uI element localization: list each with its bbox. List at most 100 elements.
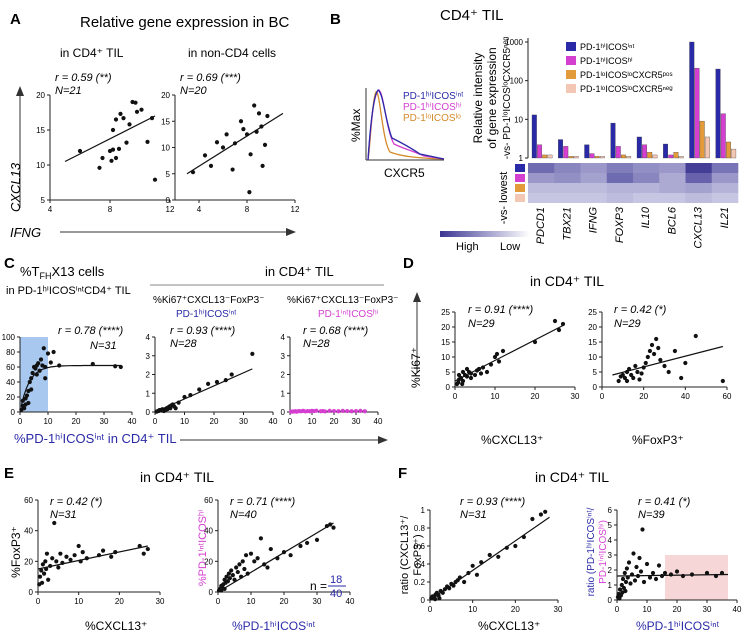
- data-point: [532, 339, 538, 345]
- heatmap-cell: [528, 193, 555, 203]
- panel-c-mid-title: %Ki67⁺CXCL13⁻FoxP3⁻: [153, 295, 264, 306]
- data-point: [496, 359, 502, 364]
- data-point: [624, 378, 630, 384]
- data-point: [456, 380, 461, 385]
- x-tick-label: 10: [491, 392, 500, 401]
- x-tick-label: 60: [723, 392, 732, 401]
- data-point: [22, 406, 27, 411]
- data-point: [76, 543, 81, 549]
- y-tick-label: 4: [146, 333, 151, 342]
- data-point: [48, 360, 53, 365]
- data-point: [145, 546, 150, 552]
- data-point: [281, 550, 287, 555]
- expression-bar: [531, 114, 537, 159]
- data-point: [37, 574, 43, 579]
- data-point: [244, 132, 250, 137]
- gene-label: FOXP3: [614, 206, 626, 243]
- data-point: [634, 564, 639, 570]
- data-point: [260, 163, 265, 168]
- heatmap-cell: [554, 163, 581, 173]
- y-tick-label: 15: [588, 338, 597, 347]
- data-point: [679, 375, 684, 381]
- data-point: [504, 545, 509, 550]
- data-point: [41, 346, 46, 351]
- y-tick-label: 40: [204, 527, 213, 536]
- data-point: [197, 387, 202, 392]
- data-point: [42, 571, 47, 576]
- bar-ylabel-2: of gene expression: [485, 47, 499, 148]
- data-point: [460, 381, 465, 387]
- heatmap-cell: [685, 193, 713, 203]
- y-tick-label: 0: [421, 596, 426, 605]
- data-point: [513, 543, 518, 549]
- panel-a-title: Relative gene expression in BC: [80, 14, 289, 31]
- y-tick-label: 5: [608, 521, 613, 530]
- x-tick-label: 20: [115, 597, 124, 606]
- y-tick-label: 60: [6, 363, 15, 372]
- expression-bar: [704, 136, 710, 159]
- x-tick-label: 10: [643, 605, 652, 614]
- panel-c-n-3: N=28: [303, 338, 330, 350]
- y-tick-label: 5: [166, 170, 171, 179]
- bar-y-tick-label: 1: [519, 154, 524, 163]
- scatter-d-left: 0 5 10 15 20 25 0 10 20 30: [441, 308, 580, 401]
- y-tick-label: 15: [441, 338, 450, 347]
- data-point: [635, 369, 640, 375]
- expression-bar: [715, 68, 721, 159]
- y-tick-label: 60: [24, 496, 33, 505]
- expression-bar: [726, 141, 731, 159]
- data-point: [464, 374, 470, 379]
- bar-legend-label: PD-1ˡᵒICOSˡᵒCXCR5ᵖᵒˢ: [580, 70, 673, 80]
- panel-e-right-n: N=40: [230, 509, 257, 521]
- data-point: [484, 369, 490, 375]
- gene-label: BCL6: [666, 206, 678, 234]
- data-point: [29, 376, 34, 381]
- data-point: [479, 560, 484, 565]
- data-point: [137, 543, 142, 549]
- panel-a-ylabel: CXCL13: [8, 162, 23, 212]
- data-point: [214, 379, 220, 385]
- heatmap-cell: [606, 183, 634, 193]
- bar-legend-swatch: [566, 42, 576, 51]
- data-point: [172, 404, 177, 409]
- cxcr5-histogram: PD-1ʰⁱICOSⁱⁿᵗ PD-1ʰⁱICOSʰⁱ PD-1ˡᵒICOSˡᵒ …: [349, 88, 463, 180]
- data-point: [37, 368, 42, 373]
- histogram-curve-hi-int: [367, 89, 445, 161]
- data-point: [39, 568, 44, 573]
- histogram-legend-hi-hi: PD-1ʰⁱICOSʰⁱ: [403, 102, 462, 113]
- heatmap-cell: [711, 193, 739, 203]
- panel-e-right-ylabel: %PD-1ⁱⁿᵗICOSʰⁱ: [197, 510, 209, 586]
- data-point: [113, 364, 118, 369]
- data-point: [152, 177, 158, 182]
- data-point: [693, 333, 698, 339]
- x-tick-label: 10: [308, 417, 317, 426]
- data-point: [639, 371, 644, 376]
- panel-c-n-1: N=31: [90, 340, 117, 352]
- panel-a-xlabel: IFNG: [10, 225, 41, 240]
- data-point: [248, 551, 254, 556]
- data-point: [666, 369, 671, 375]
- data-point: [110, 147, 116, 152]
- data-point: [713, 573, 719, 579]
- expression-bar: [647, 152, 653, 159]
- x-tick-label: 30: [554, 605, 563, 614]
- data-point: [457, 575, 462, 580]
- data-point: [622, 375, 628, 381]
- x-tick-label: 40: [128, 417, 137, 426]
- data-point: [226, 571, 231, 576]
- y-tick-label: 20: [204, 557, 213, 566]
- heatmap-cell: [606, 193, 634, 203]
- data-point: [208, 163, 214, 168]
- data-point: [44, 551, 50, 556]
- data-point: [230, 573, 235, 578]
- data-point: [460, 369, 466, 375]
- data-point: [242, 566, 247, 572]
- bar-legend-swatch: [566, 70, 576, 79]
- y-tick-label: 15: [161, 117, 170, 126]
- heat-ylabel: -vs- lowest: [498, 172, 510, 225]
- gene-label: IFNG: [588, 207, 600, 234]
- data-point: [658, 357, 663, 363]
- panel-f-right-ylabel-1: ratio (PD-1ʰⁱICOSⁱⁿᵗ/: [586, 507, 597, 596]
